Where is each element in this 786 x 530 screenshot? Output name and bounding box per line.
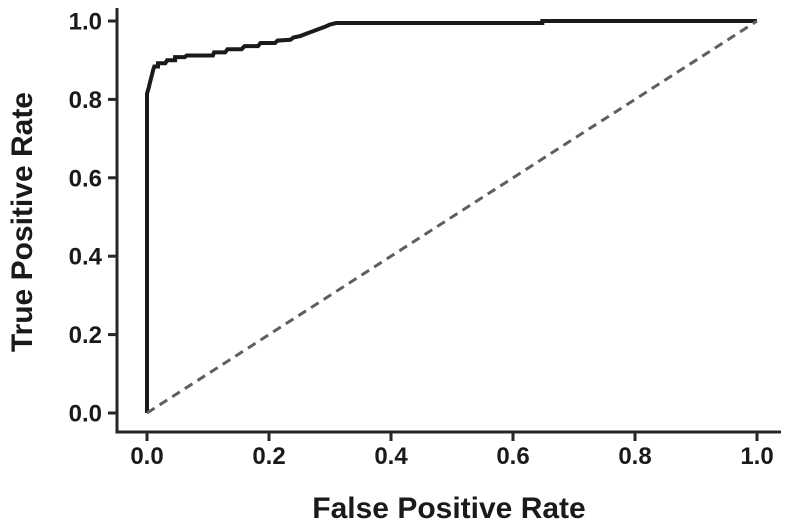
x-axis-title-text: False Positive Rate <box>312 492 586 525</box>
y-tick-label: 0.0 <box>69 401 102 428</box>
x-axis-title: False Positive Rate <box>117 492 781 526</box>
chance-diagonal-line <box>146 19 758 415</box>
x-tick-label: 0.0 <box>130 443 163 470</box>
x-tick-label: 0.4 <box>374 443 408 470</box>
y-tick-label: 0.2 <box>69 322 102 349</box>
x-tick-label: 0.8 <box>618 443 651 470</box>
y-tick-label: 0.8 <box>69 87 102 114</box>
y-tick-label: 0.6 <box>69 165 102 192</box>
roc-curve-line <box>145 19 757 413</box>
y-axis-title-text: True Positive Rate <box>6 91 39 353</box>
y-tick-label: 0.4 <box>69 244 103 271</box>
y-axis-title: True Positive Rate <box>2 10 44 434</box>
x-tick-label: 0.2 <box>252 443 285 470</box>
y-tick-label: 1.0 <box>69 9 102 36</box>
x-tick-label: 0.6 <box>496 443 529 470</box>
x-tick-label: 1.0 <box>740 443 773 470</box>
